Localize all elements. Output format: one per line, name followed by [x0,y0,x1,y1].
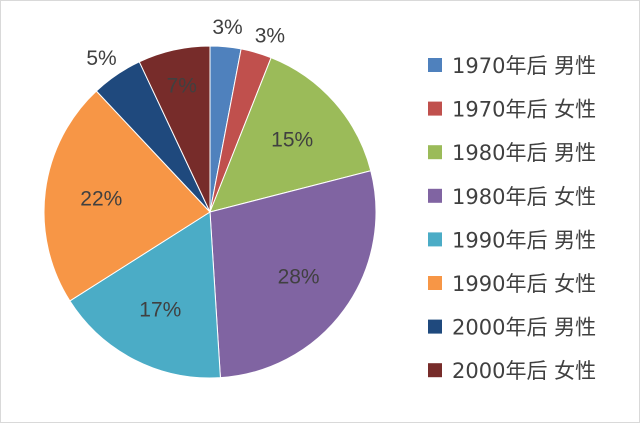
pie-slice [138,45,211,213]
legend-swatch [428,232,442,247]
pie-slice [209,57,372,213]
legend-swatch [428,319,442,334]
legend-swatch [428,145,442,160]
pie-data-label: 3% [212,16,242,39]
pie-data-labels: 3% 3% 15% 28% 17% 22% 5% 7% [80,16,319,322]
pie-data-label: 5% [86,47,116,70]
legend-label: 1980年后 女性 [452,185,596,209]
pie-slice [43,90,211,302]
pie-data-label: 7% [167,75,197,98]
legend-swatch [428,101,442,116]
legend-label: 1990年后 女性 [452,272,596,296]
legend-swatch [428,188,442,203]
pie-slice [69,211,221,379]
pie-data-label: 3% [255,25,285,48]
legend-label: 1970年后 男性 [452,54,596,78]
pie-data-label: 17% [139,299,181,322]
pie-data-label: 15% [271,129,313,152]
pie-data-label: 22% [80,187,122,210]
legend-swatch [428,363,442,378]
legend-label: 1980年后 男性 [452,141,596,165]
pie-data-label: 28% [278,265,320,288]
pie-slices [43,45,377,379]
legend-label: 2000年后 女性 [452,359,596,383]
legend-label: 2000年后 男性 [452,316,596,340]
legend-swatch [428,276,442,290]
legend-swatch [428,58,442,72]
legend: 1970年后 男性 1970年后 女性 1980年后 男性 1980年后 女性 1990… [428,54,596,383]
legend-label: 1970年后 女性 [452,98,596,122]
legend-label: 1990年后 男性 [452,228,596,252]
pie-slice [209,170,377,379]
